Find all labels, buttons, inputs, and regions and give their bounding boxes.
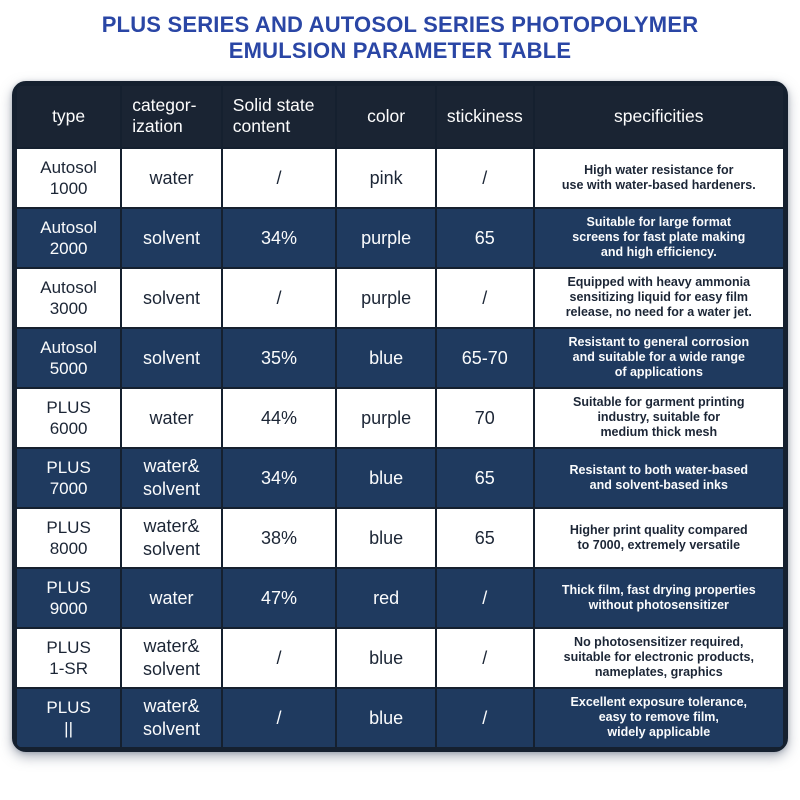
table-body: Autosol 1000 water / pink / High water resist… <box>15 146 785 749</box>
cell-stickiness: 65-70 <box>435 326 535 389</box>
column-header-solid: Solid state content <box>220 83 338 149</box>
table-row: Autosol 5000 solvent 35% blue 65-70 Resistant… <box>15 326 785 389</box>
cell-color: pink <box>335 146 438 209</box>
cell-stickiness: / <box>435 266 535 329</box>
cell-solid: 34% <box>220 446 338 509</box>
cell-categorization: water& solvent <box>120 446 223 509</box>
table-row: PLUS 8000 water& solvent 38% blue 65 Higher p… <box>15 506 785 569</box>
cell-categorization: solvent <box>120 326 223 389</box>
column-header-color: color <box>335 83 438 149</box>
cell-specificities: Resistant to both water-based and solven… <box>532 446 785 509</box>
cell-type: PLUS 6000 <box>15 386 123 449</box>
cell-categorization: water <box>120 386 223 449</box>
parameter-table: type categor- ization Solid state content c… <box>15 83 785 749</box>
cell-color: purple <box>335 386 438 449</box>
cell-specificities: Resistant to general corrosion and suita… <box>532 326 785 389</box>
table-row: PLUS 6000 water 44% purple 70 Suitable for ga… <box>15 386 785 449</box>
cell-type: PLUS 9000 <box>15 566 123 629</box>
page-title: PLUS SERIES AND AUTOSOL SERIES PHOTOPOLY… <box>101 12 699 64</box>
cell-specificities: High water resistance for use with water… <box>532 146 785 209</box>
column-header-categorization: categor- ization <box>120 83 223 149</box>
cell-stickiness: / <box>435 686 535 749</box>
table-card: type categor- ization Solid state content c… <box>12 80 788 752</box>
cell-categorization: solvent <box>120 206 223 269</box>
cell-categorization: water <box>120 146 223 209</box>
table-header: type categor- ization Solid state content c… <box>15 83 785 149</box>
cell-stickiness: 65 <box>435 206 535 269</box>
cell-type: Autosol 5000 <box>15 326 123 389</box>
table-row: Autosol 2000 solvent 34% purple 65 Suitable f… <box>15 206 785 269</box>
cell-solid: 47% <box>220 566 338 629</box>
cell-stickiness: 65 <box>435 506 535 569</box>
table-row: PLUS 7000 water& solvent 34% blue 65 Resistan… <box>15 446 785 509</box>
cell-stickiness: / <box>435 626 535 689</box>
cell-type: PLUS 8000 <box>15 506 123 569</box>
cell-categorization: water& solvent <box>120 626 223 689</box>
cell-type: PLUS 7000 <box>15 446 123 509</box>
cell-categorization: water& solvent <box>120 686 223 749</box>
cell-solid: 38% <box>220 506 338 569</box>
page: PLUS SERIES AND AUTOSOL SERIES PHOTOPOLY… <box>12 12 788 752</box>
cell-solid: / <box>220 146 338 209</box>
cell-specificities: Suitable for garment printing industry, … <box>532 386 785 449</box>
cell-color: purple <box>335 266 438 329</box>
cell-solid: / <box>220 266 338 329</box>
cell-type: Autosol 3000 <box>15 266 123 329</box>
cell-categorization: water& solvent <box>120 506 223 569</box>
table-row: Autosol 1000 water / pink / High water resist… <box>15 146 785 209</box>
cell-stickiness: 65 <box>435 446 535 509</box>
cell-type: Autosol 2000 <box>15 206 123 269</box>
cell-color: blue <box>335 626 438 689</box>
cell-stickiness: / <box>435 566 535 629</box>
column-header-stickiness: stickiness <box>435 83 535 149</box>
column-header-type: type <box>15 83 123 149</box>
cell-categorization: water <box>120 566 223 629</box>
cell-stickiness: / <box>435 146 535 209</box>
cell-specificities: No photosensitizer required, suitable fo… <box>532 626 785 689</box>
column-header-specificities: specificities <box>532 83 785 149</box>
cell-specificities: Higher print quality compared to 7000, e… <box>532 506 785 569</box>
cell-type: Autosol 1000 <box>15 146 123 209</box>
cell-color: purple <box>335 206 438 269</box>
cell-specificities: Suitable for large format screens for fa… <box>532 206 785 269</box>
cell-type: PLUS || <box>15 686 123 749</box>
cell-solid: / <box>220 686 338 749</box>
table-row: PLUS 1-SR water& solvent / blue / No photosen… <box>15 626 785 689</box>
table-row: PLUS 9000 water 47% red / Thick film, fast dr… <box>15 566 785 629</box>
cell-color: blue <box>335 326 438 389</box>
table-row: PLUS || water& solvent / blue / Excellent exp… <box>15 686 785 749</box>
header-row: type categor- ization Solid state content c… <box>15 83 785 149</box>
table-row: Autosol 3000 solvent / purple / Equipped with… <box>15 266 785 329</box>
cell-color: blue <box>335 686 438 749</box>
cell-specificities: Equipped with heavy ammonia sensitizing … <box>532 266 785 329</box>
cell-specificities: Thick film, fast drying properties witho… <box>532 566 785 629</box>
cell-specificities: Excellent exposure tolerance, easy to re… <box>532 686 785 749</box>
cell-color: red <box>335 566 438 629</box>
cell-color: blue <box>335 506 438 569</box>
cell-solid: 35% <box>220 326 338 389</box>
cell-categorization: solvent <box>120 266 223 329</box>
cell-color: blue <box>335 446 438 509</box>
cell-stickiness: 70 <box>435 386 535 449</box>
cell-solid: 44% <box>220 386 338 449</box>
cell-solid: / <box>220 626 338 689</box>
cell-solid: 34% <box>220 206 338 269</box>
cell-type: PLUS 1-SR <box>15 626 123 689</box>
